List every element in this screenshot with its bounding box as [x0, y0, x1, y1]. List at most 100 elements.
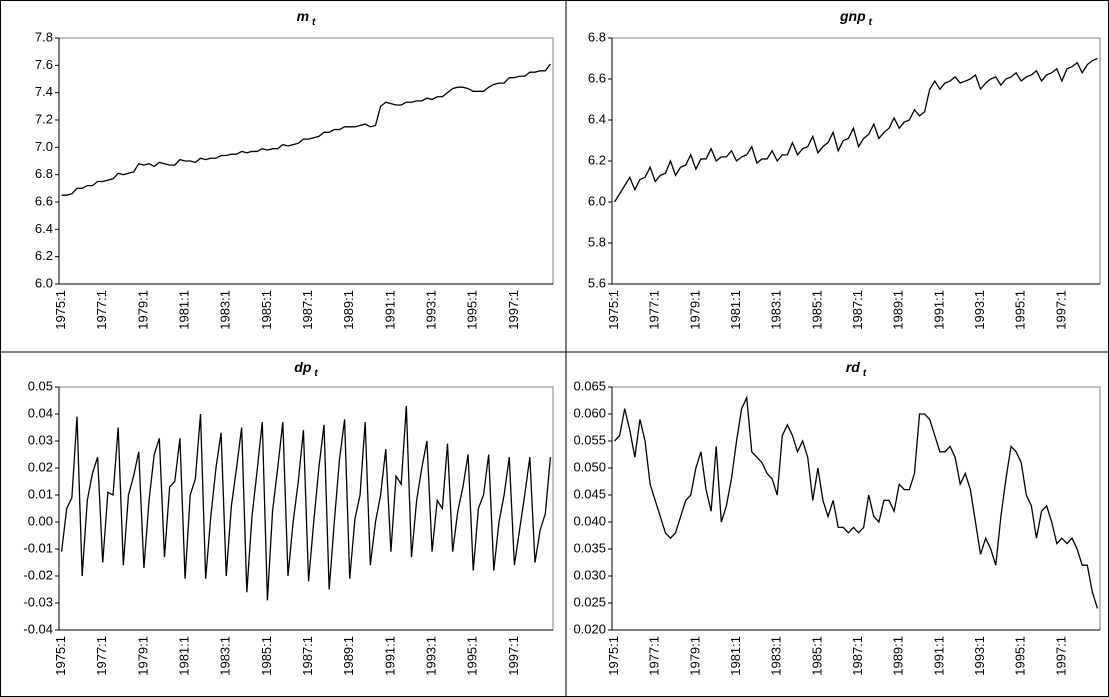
y-tick-label: 0.00: [28, 513, 53, 528]
x-tick-label: 1989:1: [891, 290, 906, 330]
y-tick-label: 0.03: [28, 432, 53, 447]
y-tick-label: 0.040: [573, 513, 606, 528]
y-tick-label: 6.8: [588, 29, 606, 44]
x-tick-label: 1987:1: [300, 290, 315, 330]
y-tick-label: 6.2: [35, 248, 53, 263]
y-tick-label: 7.0: [35, 139, 53, 154]
y-tick-label: -0.04: [23, 621, 53, 636]
x-tick-label: 1989:1: [341, 636, 356, 676]
chart-title-main: m: [297, 8, 309, 24]
x-tick-label: 1995:1: [465, 636, 480, 676]
x-tick-label: 1979:1: [687, 290, 702, 330]
series-line: [613, 57, 1098, 203]
x-tick-label: 1993:1: [424, 290, 439, 330]
x-tick-label: 1985:1: [259, 636, 274, 676]
x-tick-label: 1993:1: [424, 636, 439, 676]
x-tick-label: 1977:1: [94, 636, 109, 676]
y-tick-label: 0.05: [28, 378, 53, 393]
y-tick-label: -0.03: [23, 594, 53, 609]
x-tick-label: 1995:1: [1013, 636, 1028, 676]
y-tick-label: 0.04: [28, 405, 53, 420]
x-tick-label: 1975:1: [53, 636, 68, 676]
x-tick-label: 1997:1: [506, 290, 521, 330]
y-tick-label: 5.6: [588, 275, 606, 290]
x-tick-label: 1977:1: [94, 290, 109, 330]
y-tick-label: 0.065: [573, 378, 606, 393]
chart-title-subscript: t: [312, 17, 316, 28]
y-tick-label: 7.4: [35, 84, 53, 99]
x-tick-label: 1985:1: [809, 636, 824, 676]
x-tick-label: 1991:1: [382, 290, 397, 330]
series-line: [61, 63, 551, 196]
x-tick-label: 1979:1: [135, 290, 150, 330]
x-tick-label: 1991:1: [382, 636, 397, 676]
y-tick-label: 6.6: [35, 193, 53, 208]
x-tick-label: 1977:1: [647, 290, 662, 330]
x-tick-label: 1993:1: [972, 290, 987, 330]
chart-title-subscript: t: [314, 368, 318, 379]
x-tick-label: 1981:1: [728, 636, 743, 676]
y-tick-label: 6.8: [35, 166, 53, 181]
x-tick-label: 1995:1: [465, 290, 480, 330]
x-tick-label: 1993:1: [972, 636, 987, 676]
chart-title-main: gnp: [839, 8, 866, 24]
x-tick-label: 1985:1: [809, 290, 824, 330]
chart-title: rd t: [846, 359, 867, 379]
x-tick-label: 1991:1: [931, 290, 946, 330]
y-tick-label: 6.4: [588, 111, 606, 126]
y-tick-label: 0.060: [573, 405, 606, 420]
y-tick-label: 0.01: [28, 486, 53, 501]
x-tick-label: 1987:1: [850, 290, 865, 330]
y-tick-label: 7.2: [35, 111, 53, 126]
y-tick-label: -0.01: [23, 540, 53, 555]
y-tick-label: 6.0: [588, 193, 606, 208]
x-tick-label: 1975:1: [53, 290, 68, 330]
x-tick-label: 1977:1: [647, 636, 662, 676]
y-tick-label: 6.4: [35, 221, 53, 236]
x-tick-label: 1979:1: [687, 636, 702, 676]
x-tick-label: 1983:1: [218, 290, 233, 330]
x-tick-label: 1985:1: [259, 290, 274, 330]
chart-title-subscript: t: [869, 17, 873, 28]
x-tick-label: 1981:1: [728, 290, 743, 330]
y-tick-label: 5.8: [588, 234, 606, 249]
series-line: [614, 395, 1099, 609]
x-tick-label: 1981:1: [177, 636, 192, 676]
chart-title-subscript: t: [863, 368, 867, 379]
y-tick-label: 6.0: [35, 275, 53, 290]
chart-title: dp t: [294, 359, 318, 379]
x-tick-label: 1987:1: [850, 636, 865, 676]
chart-title-main: dp: [294, 359, 312, 375]
y-tick-label: -0.02: [23, 567, 53, 582]
x-tick-label: 1995:1: [1013, 290, 1028, 330]
y-tick-label: 0.030: [573, 567, 606, 582]
chart-title-main: rd: [846, 359, 860, 375]
x-tick-label: 1983:1: [769, 290, 784, 330]
y-tick-label: 7.8: [35, 29, 53, 44]
x-tick-label: 1989:1: [891, 636, 906, 676]
x-tick-label: 1997:1: [506, 636, 521, 676]
x-tick-label: 1975:1: [606, 290, 621, 330]
x-tick-label: 1997:1: [1053, 290, 1068, 330]
y-tick-label: 0.050: [573, 459, 606, 474]
y-tick-label: 0.020: [573, 621, 606, 636]
chart-title: gnp t: [839, 8, 873, 28]
y-tick-label: 6.6: [588, 70, 606, 85]
series-line: [60, 405, 552, 601]
x-tick-label: 1983:1: [769, 636, 784, 676]
x-tick-label: 1997:1: [1053, 636, 1068, 676]
x-tick-label: 1987:1: [300, 636, 315, 676]
x-tick-label: 1975:1: [606, 636, 621, 676]
x-tick-label: 1979:1: [135, 636, 150, 676]
y-tick-label: 6.2: [588, 152, 606, 167]
y-tick-label: 0.025: [573, 594, 606, 609]
x-tick-label: 1981:1: [177, 290, 192, 330]
y-tick-label: 7.6: [35, 57, 53, 72]
y-tick-label: 0.035: [573, 540, 606, 555]
y-tick-label: 0.045: [573, 486, 606, 501]
y-tick-label: 0.055: [573, 432, 606, 447]
x-tick-label: 1983:1: [218, 636, 233, 676]
